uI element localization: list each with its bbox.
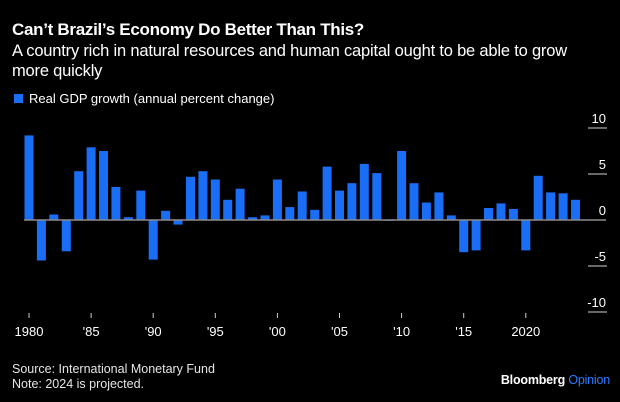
bar-1990 — [148, 220, 158, 260]
bar-2019 — [508, 209, 518, 220]
x-tick-label: '85 — [83, 324, 100, 339]
bar-2014 — [446, 215, 456, 220]
bar-2011 — [409, 183, 419, 220]
bar-1985 — [86, 147, 96, 220]
bar-1992 — [173, 220, 183, 225]
bar-1980 — [24, 135, 34, 220]
bar-1984 — [74, 171, 84, 220]
legend-swatch — [14, 94, 23, 103]
bar-1987 — [111, 186, 121, 220]
y-axis: 10 5 0 -5 -10 — [587, 111, 607, 313]
brand-accent: Opinion — [568, 373, 610, 387]
y-tick-label: 10 — [592, 111, 606, 126]
bar-2010 — [397, 151, 407, 220]
x-tick-label: '90 — [145, 324, 162, 339]
legend: Real GDP growth (annual percent change) — [14, 91, 274, 106]
bar-1988 — [123, 217, 133, 220]
bar-2018 — [496, 203, 506, 220]
y-tick-label: 0 — [599, 203, 606, 218]
bar-2012 — [421, 202, 431, 220]
bar-2006 — [347, 183, 357, 220]
bar-1981 — [36, 220, 46, 261]
bar-2008 — [372, 173, 382, 220]
bar-1986 — [99, 151, 108, 220]
x-tick-label: '10 — [393, 324, 410, 339]
bar-2000 — [272, 179, 282, 220]
bar-2017 — [484, 208, 493, 220]
bar-2021 — [533, 175, 543, 220]
bar-2023 — [558, 193, 568, 220]
source-text: Source: International Monetary Fund — [12, 362, 215, 376]
bar-2002 — [297, 191, 307, 220]
bar-2016 — [471, 220, 481, 251]
x-tick-label: 2020 — [511, 324, 540, 339]
bar-1993 — [186, 176, 195, 220]
bar-1998 — [248, 217, 258, 220]
legend-label: Real GDP growth (annual percent change) — [29, 91, 275, 106]
y-tick-label: -5 — [594, 249, 606, 264]
bar-2015 — [459, 220, 469, 253]
x-tick-label: '15 — [455, 324, 472, 339]
bar-2020 — [521, 220, 531, 251]
bar-2013 — [434, 192, 444, 220]
x-tick-label: '95 — [207, 324, 224, 339]
bar-2024 — [571, 199, 580, 220]
chart-title: Can’t Brazil’s Economy Do Better Than Th… — [12, 20, 365, 39]
bar-1997 — [235, 188, 245, 220]
bar-1991 — [161, 210, 171, 220]
brand-name: Bloomberg — [500, 373, 566, 387]
bar-1996 — [223, 199, 233, 220]
x-tick-label: '05 — [331, 324, 348, 339]
y-tick-label: -10 — [587, 295, 606, 310]
bars — [24, 135, 580, 261]
x-tick-label: '00 — [269, 324, 286, 339]
bar-2004 — [322, 166, 332, 220]
chart-subtitle: A country rich in natural resources and … — [12, 42, 567, 80]
bar-1983 — [61, 220, 71, 252]
source-note: Source: International Monetary Fund Note… — [12, 362, 215, 392]
bar-2001 — [285, 207, 295, 220]
x-axis: 1980 '85 '90 '95 '00 '05 '10 '15 2020 — [15, 313, 540, 339]
bar-1982 — [49, 214, 59, 220]
bar-2007 — [359, 163, 369, 220]
y-tick-label: 5 — [599, 157, 606, 172]
bar-1994 — [198, 171, 208, 220]
bar-1989 — [136, 190, 146, 220]
bar-2005 — [335, 190, 344, 220]
projection-note: Note: 2024 is projected. — [12, 377, 145, 391]
x-tick-label: 1980 — [15, 324, 44, 339]
bar-1995 — [210, 179, 220, 220]
bar-2003 — [310, 209, 320, 220]
brand-logo: Bloomberg Opinion — [501, 373, 610, 387]
bar-2022 — [546, 192, 556, 220]
bar-1999 — [260, 215, 270, 220]
